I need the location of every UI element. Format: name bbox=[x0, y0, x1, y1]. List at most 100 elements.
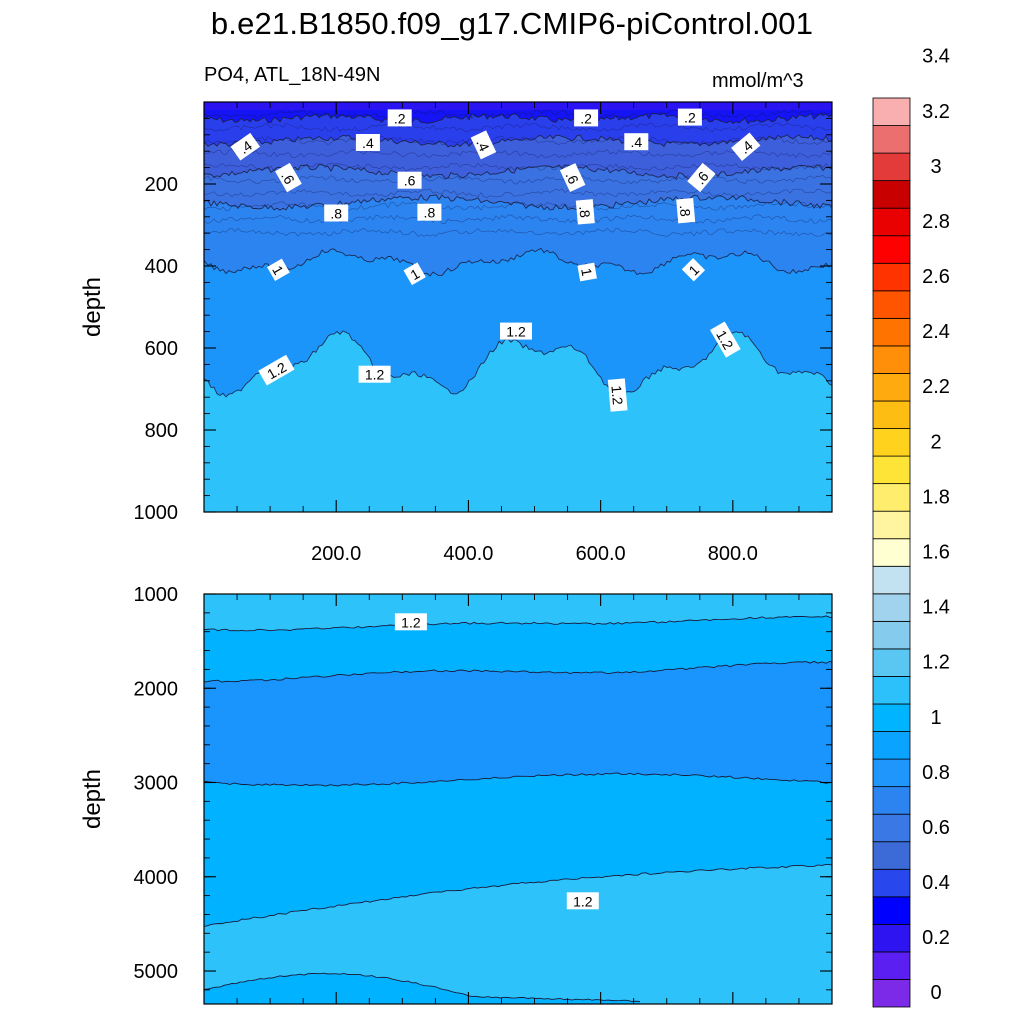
colorbar-label: 0.8 bbox=[922, 762, 950, 784]
contour-label-box bbox=[258, 354, 295, 386]
contour-line-minor bbox=[204, 227, 832, 237]
contour-label: 1.2 bbox=[607, 378, 628, 412]
contour-label-text: .8 bbox=[330, 206, 342, 222]
contour-label: 1.2 bbox=[358, 365, 391, 383]
colorbar-label: 2.4 bbox=[922, 321, 950, 343]
contour-line-minor bbox=[204, 188, 832, 198]
contour-label: 1 bbox=[267, 258, 290, 282]
contour-label-box bbox=[677, 108, 702, 126]
chart-title: b.e21.B1850.f09_g17.CMIP6-piControl.001 bbox=[210, 6, 814, 41]
contour-label-box bbox=[403, 262, 426, 286]
contour-label: 1.2 bbox=[500, 322, 532, 340]
lower-panel-frame bbox=[203, 593, 833, 1005]
upper-axis-ticks: 200 400 600 800 1000 200.0 400.0 600.0 800.0 bbox=[134, 101, 832, 565]
contour-label: .4 bbox=[624, 133, 649, 151]
contour-label: .6 bbox=[687, 162, 716, 193]
colorbar-swatch bbox=[872, 593, 911, 622]
contour-label-box bbox=[577, 262, 597, 282]
colorbar-swatch bbox=[872, 620, 911, 650]
fill-band-bottom bbox=[204, 973, 640, 1004]
upper-ylabel: depth bbox=[79, 277, 106, 337]
ytick-label: 2000 bbox=[134, 678, 179, 700]
colorbar-swatch bbox=[872, 979, 911, 1008]
ytick-label: 400 bbox=[145, 256, 178, 278]
units-label: mmol/m^3 bbox=[712, 70, 804, 92]
contour-label-text: .2 bbox=[684, 110, 696, 126]
colorbar-swatch bbox=[872, 676, 911, 705]
colorbar-swatch bbox=[872, 345, 911, 374]
colorbar-swatch bbox=[872, 483, 911, 512]
contour-label-box bbox=[574, 109, 599, 127]
colorbar-label: 3.2 bbox=[922, 101, 950, 123]
ytick-label: 600 bbox=[145, 338, 178, 360]
ytick-label: 200 bbox=[145, 174, 178, 196]
ytick-label: 1000 bbox=[134, 584, 179, 606]
contour-label: .6 bbox=[559, 163, 586, 193]
contour-line bbox=[204, 660, 832, 683]
contour-line-minor bbox=[204, 214, 832, 225]
contour-label-box bbox=[687, 162, 716, 193]
contour-label: 1 bbox=[681, 258, 706, 282]
fill-band bbox=[204, 661, 832, 787]
colorbar-swatch bbox=[872, 373, 911, 402]
contour-label: .8 bbox=[676, 197, 696, 224]
colorbar-label: 2.6 bbox=[922, 266, 950, 288]
lower-contour-labels: 1.2 1.2 bbox=[394, 613, 599, 910]
contour-line bbox=[204, 863, 832, 927]
contour-line bbox=[204, 193, 832, 211]
colorbar-swatch bbox=[872, 97, 911, 126]
contour-label-box bbox=[355, 134, 380, 151]
contour-label: .4 bbox=[470, 130, 497, 160]
colorbar-swatch bbox=[872, 290, 911, 319]
colorbar-swatch bbox=[872, 180, 911, 209]
ytick-label: 4000 bbox=[134, 867, 179, 889]
contour-line-minor bbox=[204, 122, 832, 133]
contour-label-text: 1.2 bbox=[608, 385, 626, 406]
contour-label-text: .8 bbox=[576, 205, 593, 218]
lower-ylabel: depth bbox=[79, 769, 106, 829]
contour-label: .2 bbox=[677, 108, 702, 126]
upper-contour-labels: .2 .2 .2 .4 .4 .4 .4 .4 .6 .6 .6 .6 .8 .8 .8 .8 1 1 1 1 1.2 1… bbox=[230, 108, 761, 412]
contour-line bbox=[204, 772, 832, 787]
colorbar-label: 1.2 bbox=[922, 652, 950, 674]
contour-line bbox=[204, 134, 832, 148]
colorbar-label: 2 bbox=[930, 431, 941, 453]
contour-label-box bbox=[394, 613, 427, 631]
colorbar-label: 0 bbox=[930, 982, 941, 1004]
contour-label-text: .4 bbox=[630, 134, 642, 150]
contour-label-box bbox=[267, 258, 290, 282]
fill-band bbox=[204, 615, 832, 683]
colorbar-swatch bbox=[872, 731, 911, 760]
colorbar-label: 1.4 bbox=[922, 597, 950, 619]
contour-line-minor bbox=[204, 175, 832, 185]
contour-label: 1.2 bbox=[566, 892, 599, 910]
fill-band bbox=[204, 113, 832, 147]
contour-label-text: 1.2 bbox=[365, 367, 385, 383]
colorbar-label: 2.2 bbox=[922, 376, 950, 398]
contour-label-box bbox=[358, 365, 391, 383]
contour-label: .8 bbox=[575, 199, 595, 225]
colorbar-label: 3.4 bbox=[922, 46, 950, 68]
colorbar-swatch bbox=[872, 400, 911, 429]
ytick-label: 800 bbox=[145, 420, 178, 442]
contour-label: 1.2 bbox=[394, 613, 427, 631]
colorbar-swatch bbox=[872, 923, 911, 953]
contour-label-box bbox=[731, 132, 761, 161]
contour-label-text: .6 bbox=[404, 173, 416, 189]
contour-label-box bbox=[417, 203, 442, 221]
contour-label: .6 bbox=[275, 162, 302, 193]
ytick-label: 1000 bbox=[134, 502, 179, 524]
ytick-label: 5000 bbox=[134, 961, 179, 983]
colorbar-swatch bbox=[872, 648, 911, 677]
colorbar-swatch bbox=[872, 125, 911, 154]
contour-label: 1 bbox=[577, 262, 597, 282]
colorbar-label: 0.4 bbox=[922, 872, 950, 894]
xtick-label: 400.0 bbox=[443, 543, 493, 565]
contour-label-text: 1.2 bbox=[573, 893, 593, 909]
contour-line-minor bbox=[204, 162, 832, 172]
contour-label-box bbox=[681, 258, 706, 282]
colorbar-swatch bbox=[872, 951, 911, 980]
contour-line-minor bbox=[204, 109, 832, 119]
colorbar bbox=[872, 97, 911, 1008]
contour-line bbox=[204, 164, 832, 180]
